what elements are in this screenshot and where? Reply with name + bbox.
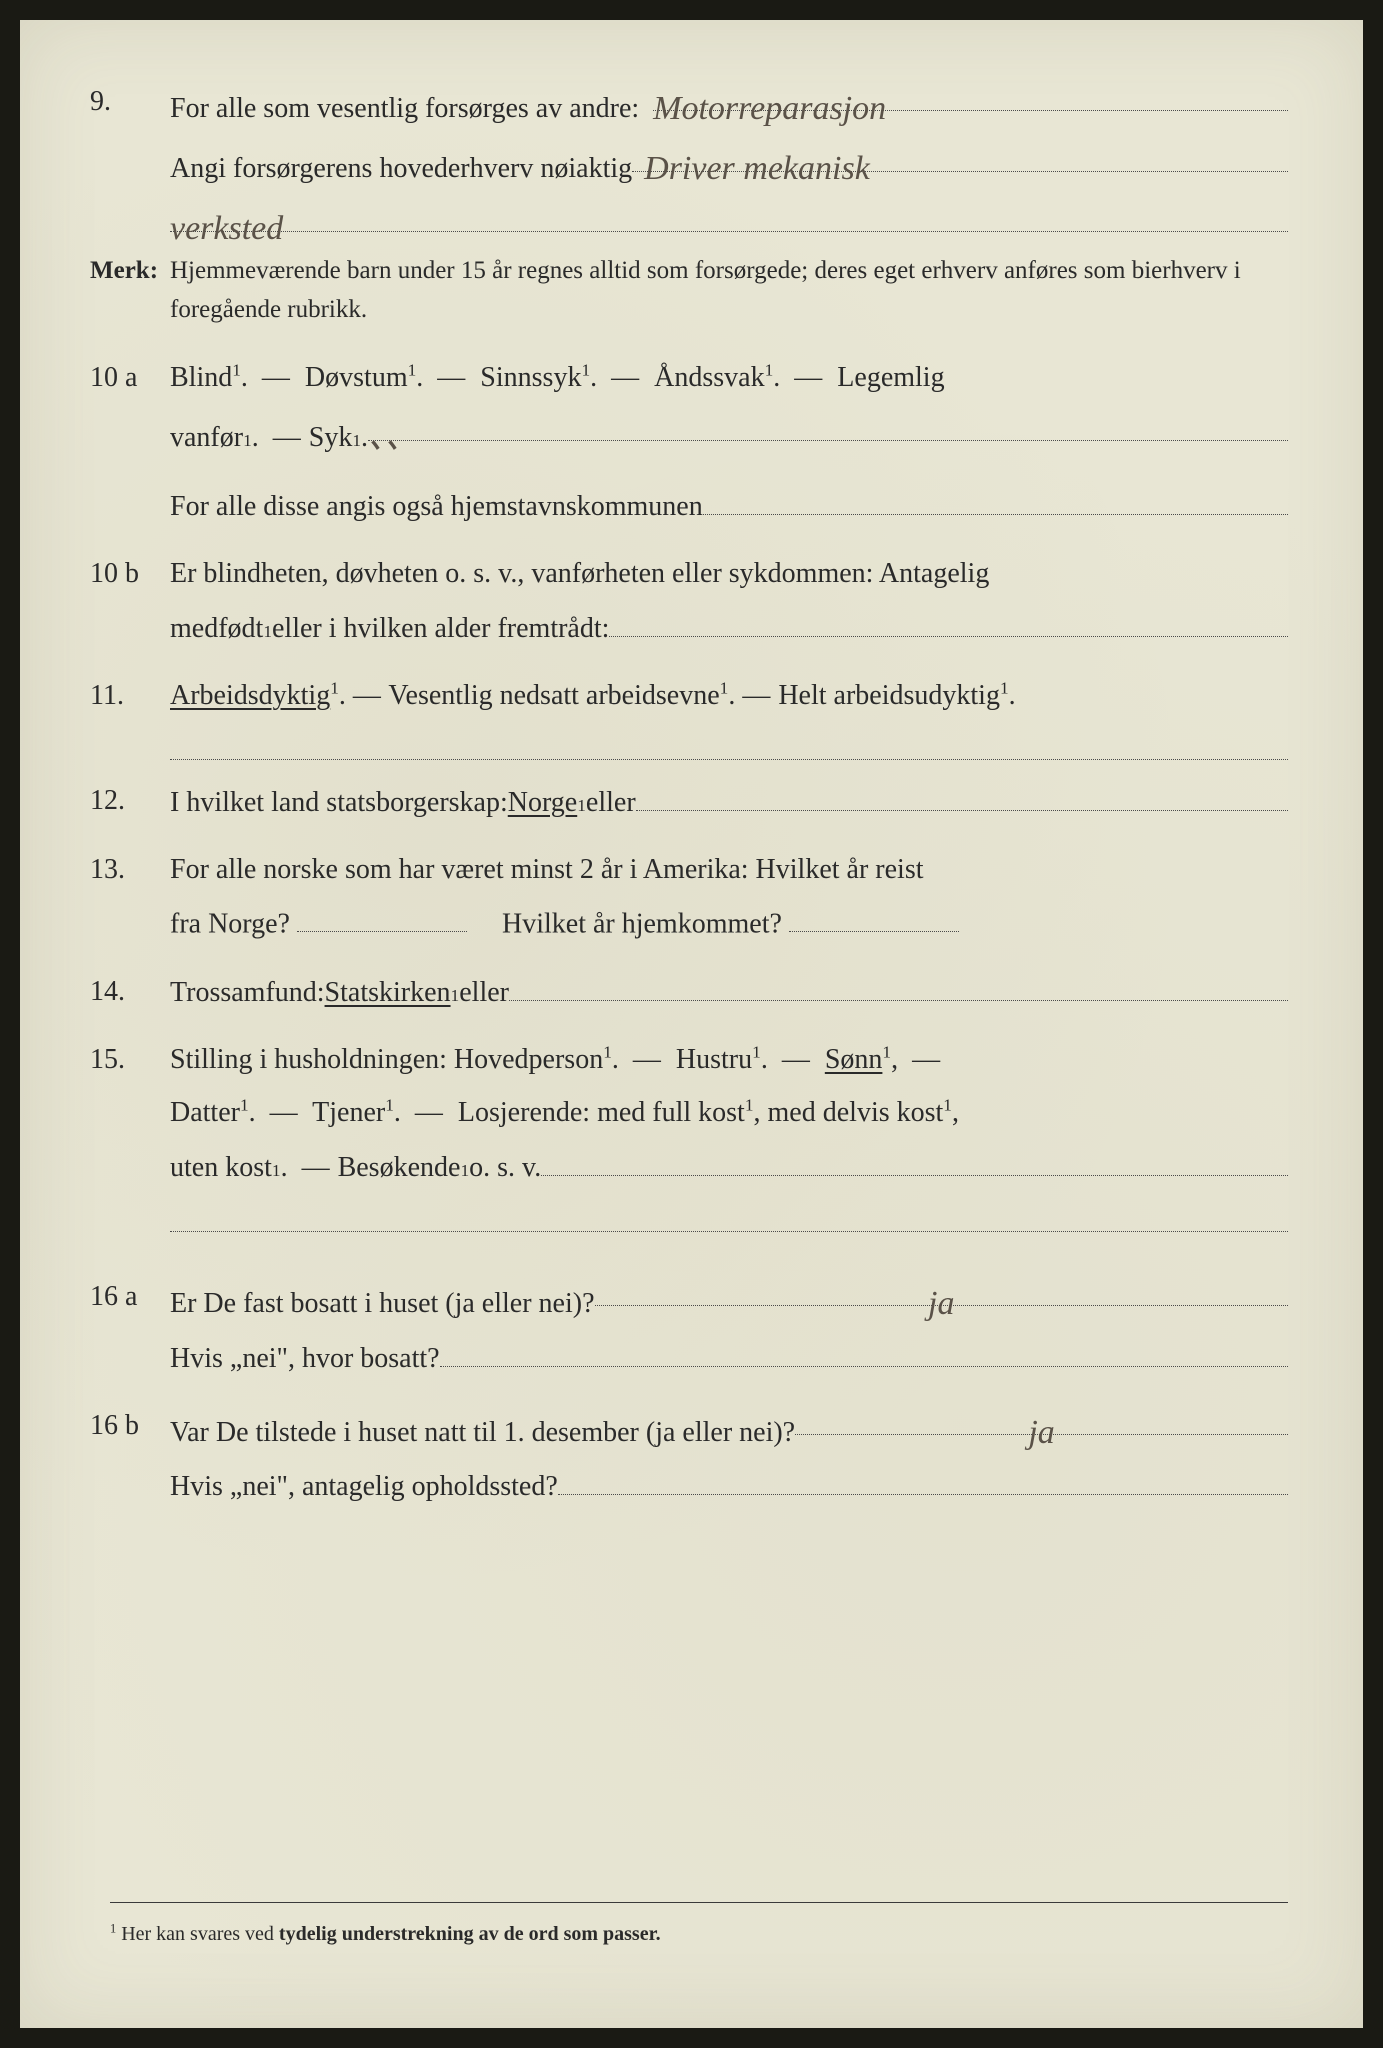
footnote-text: Her kan svares ved (121, 1923, 279, 1945)
footnote: 1 Her kan svares ved tydelig understrekn… (110, 1902, 1288, 1953)
q9-line1-text: For alle som vesentlig forsørges av andr… (170, 82, 639, 135)
q11-blank-line (170, 732, 1288, 760)
q9-line1: For alle som vesentlig forsørges av andr… (170, 75, 1288, 135)
q16b-answer: ja (1028, 1414, 1054, 1451)
q9-handwriting-3: verksted (170, 210, 283, 247)
question-15: 15. Stilling i husholdningen: Hovedperso… (90, 1033, 1288, 1232)
q15-line3: uten kost1. — Besøkende1 o. s. v. (170, 1139, 1288, 1194)
q15-number: 15. (90, 1033, 170, 1232)
q11-text: Arbeidsdyktig1. — Vesentlig nedsatt arbe… (170, 669, 1288, 722)
census-form-page: 9. For alle som vesentlig forsørges av a… (20, 20, 1363, 2028)
q15-line1: Stilling i husholdningen: Hovedperson1. … (170, 1033, 1288, 1086)
q9-line2-text: Angi forsørgerens hovederhverv nøiaktig (170, 142, 632, 195)
q15-line2: Datter1. — Tjener1. — Losjerende: med fu… (170, 1086, 1288, 1139)
q10b-line1: Er blindheten, døvheten o. s. v., vanfør… (170, 547, 1288, 600)
footnote-sup: 1 (110, 1921, 116, 1935)
q10a-line2: vanfør1. — Syk1. 、、 (170, 404, 1288, 464)
q10b-number: 10 b (90, 547, 170, 655)
q16a-line2: Hvis „nei", hvor bosatt? (170, 1330, 1288, 1385)
question-16a: 16 a Er De fast bosatt i huset (ja eller… (90, 1270, 1288, 1385)
question-9: 9. For alle som vesentlig forsørges av a… (90, 75, 1288, 232)
question-11: 11. Arbeidsdyktig1. — Vesentlig nedsatt … (90, 669, 1288, 760)
q10b-line2: medfødt1 eller i hvilken alder fremtrådt… (170, 600, 1288, 655)
footnote-bold: tydelig understrekning av de ord som pas… (279, 1923, 661, 1945)
q16a-answer: ja (928, 1285, 954, 1322)
q12-number: 12. (90, 774, 170, 829)
q13-line2: fra Norge? Hvilket år hjemkommet? (170, 896, 1288, 951)
question-14: 14. Trossamfund: Statskirken1 eller (90, 965, 1288, 1020)
q16a-number: 16 a (90, 1270, 170, 1385)
question-16b: 16 b Var De tilstede i huset natt til 1.… (90, 1399, 1288, 1514)
q9-handwriting-1: Motorreparasjon (653, 90, 886, 127)
question-12: 12. I hvilket land statsborgerskap: Norg… (90, 774, 1288, 829)
question-10b: 10 b Er blindheten, døvheten o. s. v., v… (90, 547, 1288, 655)
q9-handwriting-2: Driver mekanisk (644, 150, 870, 187)
q16b-line2: Hvis „nei", antagelig opholdssted? (170, 1459, 1288, 1514)
q9-line3: verksted (170, 195, 1288, 231)
q13-number: 13. (90, 843, 170, 951)
merk-label: Merk: (90, 252, 170, 330)
merk-note: Merk: Hjemmeværende barn under 15 år reg… (90, 252, 1288, 330)
merk-text: Hjemmeværende barn under 15 år regnes al… (170, 252, 1288, 330)
q14-number: 14. (90, 965, 170, 1020)
q16a-line1: Er De fast bosatt i huset (ja eller nei)… (170, 1270, 1288, 1330)
q10a-tick: 、、 (368, 419, 419, 456)
question-10a: 10 a Blind1. — Døvstum1. — Sinnssyk1. — … (90, 351, 1288, 533)
q16b-line1: Var De tilstede i huset natt til 1. dese… (170, 1399, 1288, 1459)
q13-line1: For alle norske som har været minst 2 år… (170, 843, 1288, 896)
q15-blank-line (170, 1204, 1288, 1232)
q11-number: 11. (90, 669, 170, 760)
q10a-line3: For alle disse angis også hjemstavnskomm… (170, 479, 1288, 534)
q10a-number: 10 a (90, 351, 170, 533)
q9-number: 9. (90, 75, 170, 232)
question-13: 13. For alle norske som har været minst … (90, 843, 1288, 951)
q16b-number: 16 b (90, 1399, 170, 1514)
q10a-line1: Blind1. — Døvstum1. — Sinnssyk1. — Åndss… (170, 351, 1288, 404)
q9-line2: Angi forsørgerens hovederhverv nøiaktig … (170, 135, 1288, 195)
